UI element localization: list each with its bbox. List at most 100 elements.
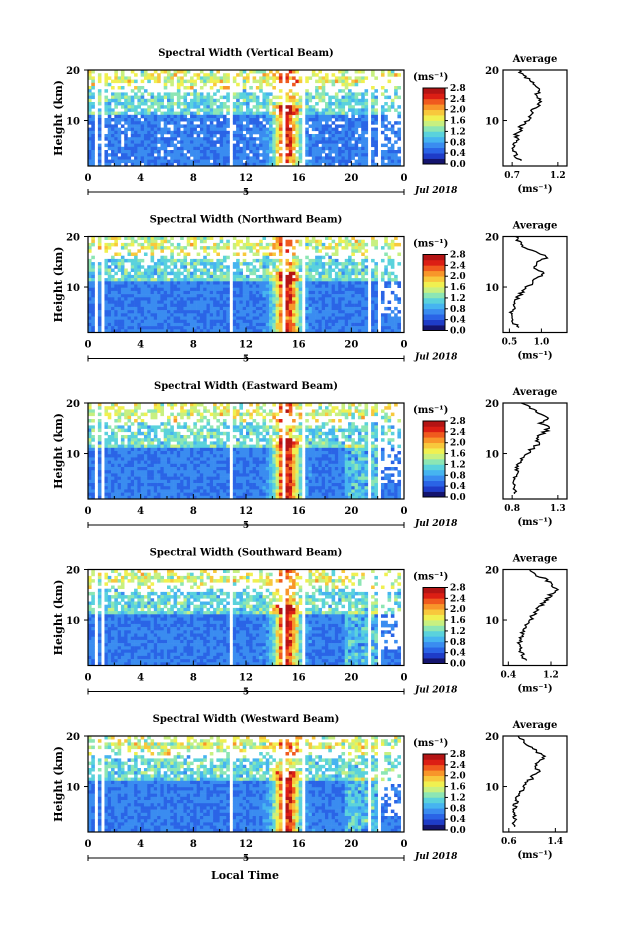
colorbar-tick-label: 2.4 [450, 594, 466, 604]
colorbar-swatch [423, 448, 445, 454]
colorbar-swatch [423, 776, 445, 782]
panel-title: Spectral Width (Eastward Beam) [154, 381, 338, 392]
colorbar-unit: (ms⁻¹) [413, 572, 448, 583]
colorbar-unit: (ms⁻¹) [413, 405, 448, 416]
colorbar-swatch [423, 426, 445, 432]
colorbar-tick-label: 0.4 [450, 316, 466, 326]
colorbar-swatch [423, 781, 445, 787]
y-tick-label: 10 [66, 783, 80, 794]
colorbar-swatch [423, 486, 445, 492]
x-tick-label: 0 [401, 673, 408, 684]
colorbar-swatch [423, 443, 445, 449]
colorbar-swatch [423, 459, 445, 465]
colorbar-swatch [423, 825, 445, 831]
colorbar-swatch [423, 303, 445, 309]
average-x-tick-label: 1.3 [550, 504, 566, 514]
average-title: Average [512, 720, 558, 731]
colorbar-swatch [423, 765, 445, 771]
x-tick-label: 0 [401, 340, 408, 351]
colorbar-tick-label: 0.8 [450, 138, 466, 148]
colorbar-tick-label: 1.6 [450, 616, 466, 626]
colorbar: 2.82.42.01.61.20.80.40.0 [423, 84, 466, 170]
colorbar-unit: (ms⁻¹) [413, 738, 448, 749]
colorbar-swatch [423, 604, 445, 610]
colorbar-swatch [423, 104, 445, 110]
colorbar-swatch [423, 271, 445, 277]
y-tick-label: 20 [66, 732, 80, 743]
day-label: 5 [243, 521, 249, 531]
x-tick-label: 16 [292, 173, 306, 184]
x-tick-label: 12 [239, 673, 253, 684]
colorbar-swatch [423, 260, 445, 266]
colorbar-swatch [423, 647, 445, 653]
x-tick-label: 12 [239, 173, 253, 184]
colorbar-tick-label: 2.8 [450, 417, 466, 427]
colorbar-swatch [423, 437, 445, 443]
colorbar-tick-label: 2.8 [450, 251, 466, 261]
x-tick-label: 16 [292, 506, 306, 517]
colorbar-swatch [423, 99, 445, 105]
colorbar-swatch [423, 131, 445, 137]
date-label: Jul 2018 [413, 686, 458, 696]
average-x-tick-label: 1.2 [550, 171, 566, 181]
colorbar-tick-label: 2.0 [450, 439, 466, 449]
panel-3: Spectral Width (Eastward Beam) 20 10 Height… [52, 381, 567, 531]
x-tick-label: 16 [292, 839, 306, 850]
colorbar-swatch [423, 808, 445, 814]
colorbar-swatch [423, 88, 445, 94]
day-label: 5 [243, 854, 249, 864]
colorbar-swatch [423, 787, 445, 793]
panels-group: Spectral Width (Vertical Beam)2010Height… [52, 48, 567, 864]
colorbar-swatch [423, 754, 445, 760]
colorbar-swatch [423, 481, 445, 487]
colorbar-swatch [423, 620, 445, 626]
colorbar-swatch [423, 803, 445, 809]
average-y-tick-label: 10 [485, 283, 499, 294]
x-tick-label: 20 [344, 673, 358, 684]
x-tick-label: 16 [292, 340, 306, 351]
x-tick-label: 16 [292, 673, 306, 684]
x-tick-label: 20 [344, 340, 358, 351]
x-tick-label: 0 [401, 839, 408, 850]
average-unit: (ms⁻¹) [517, 517, 552, 528]
colorbar-swatch [423, 115, 445, 121]
average-y-tick-label: 10 [485, 783, 499, 794]
y-tick-label: 20 [66, 399, 80, 410]
colorbar-swatch [423, 421, 445, 427]
y-axis-label: Height (km) [52, 413, 65, 489]
y-axis-label: Height (km) [52, 80, 65, 156]
colorbar-swatch [423, 276, 445, 282]
colorbar-swatch [423, 819, 445, 825]
x-tick-label: 4 [137, 173, 144, 184]
colorbar-tick-label: 2.0 [450, 106, 466, 116]
colorbar-tick-label: 0.4 [450, 649, 466, 659]
average-frame [503, 570, 567, 666]
colorbar-swatch [423, 792, 445, 798]
panel-1: Spectral Width (Vertical Beam)2010Height… [52, 48, 567, 198]
colorbar-swatch [423, 265, 445, 271]
y-tick-label: 20 [66, 233, 80, 244]
colorbar-tick-label: 0.8 [450, 305, 466, 315]
date-label: Jul 2018 [413, 519, 458, 529]
colorbar-tick-label: 2.4 [450, 761, 466, 771]
average-title: Average [512, 387, 558, 398]
x-tick-label: 12 [239, 506, 253, 517]
x-tick-label: 8 [190, 340, 197, 351]
x-tick-label: 4 [137, 673, 144, 684]
average-y-tick-label: 20 [485, 566, 499, 577]
colorbar-tick-label: 1.2 [450, 793, 466, 803]
average-y-tick-label: 10 [485, 450, 499, 461]
colorbar-tick-label: 0.0 [450, 660, 466, 670]
x-tick-label: 8 [190, 673, 197, 684]
colorbar-swatch [423, 110, 445, 116]
colorbar-tick-label: 0.0 [450, 493, 466, 503]
colorbar-swatch [423, 309, 445, 315]
panel-5: Spectral Width (Westward Beam)2010Height… [52, 714, 567, 864]
x-tick-label: 0 [85, 673, 92, 684]
x-tick-label: 12 [239, 839, 253, 850]
colorbar-tick-label: 1.2 [450, 127, 466, 137]
average-x-tick-label: 1.0 [534, 338, 550, 348]
